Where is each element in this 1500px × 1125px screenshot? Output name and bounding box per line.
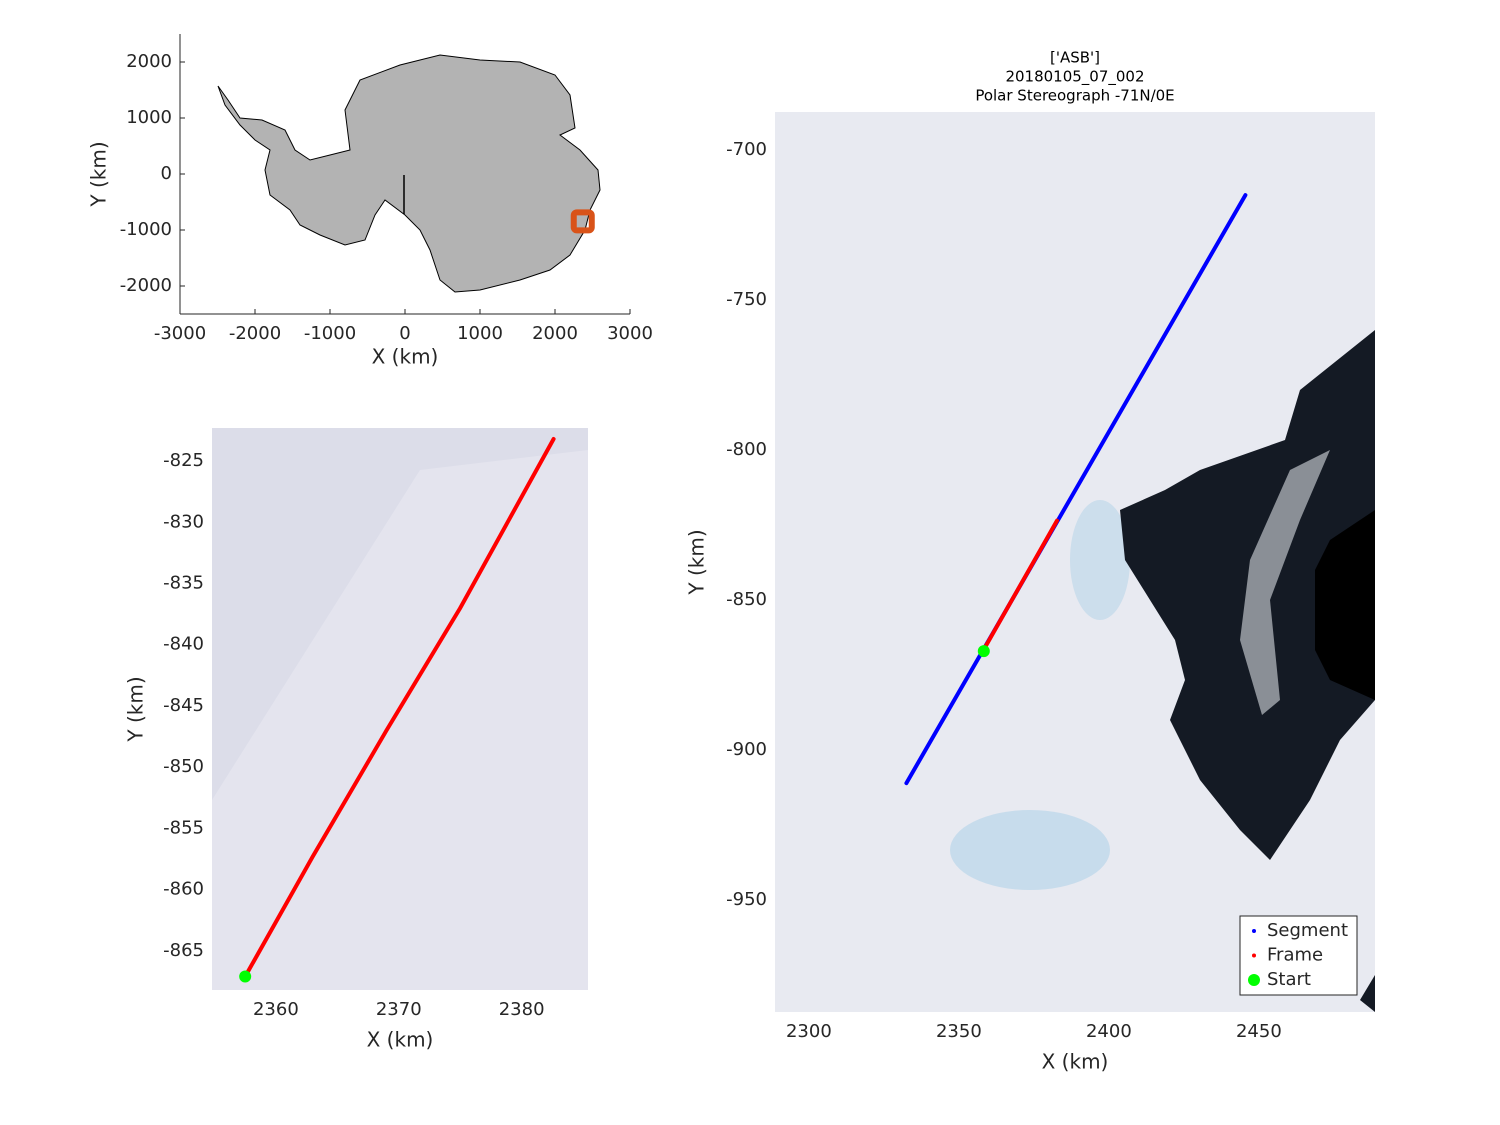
start-point bbox=[239, 970, 252, 983]
legend-symbol bbox=[1252, 929, 1256, 933]
x-axis-label: X (km) bbox=[372, 345, 439, 369]
x-tick-label: 2450 bbox=[1236, 1021, 1282, 1042]
y-tick-label: -950 bbox=[726, 889, 767, 910]
x-tick-label: -2000 bbox=[229, 323, 281, 344]
y-tick-label: -860 bbox=[163, 879, 204, 900]
y-tick-label: -850 bbox=[163, 756, 204, 777]
y-tick-label: -2000 bbox=[120, 275, 172, 296]
y-tick-label: -830 bbox=[163, 511, 204, 532]
y-tick-label: 1000 bbox=[126, 107, 172, 128]
y-tick-label: 2000 bbox=[126, 51, 172, 72]
open-water bbox=[1360, 975, 1375, 1012]
track-line bbox=[904, 193, 1248, 786]
y-tick-label: -840 bbox=[163, 634, 204, 655]
x-tick-label: 2360 bbox=[253, 999, 299, 1020]
x-tick-label: 2000 bbox=[532, 323, 578, 344]
image-texture bbox=[212, 450, 588, 990]
x-tick-label: -3000 bbox=[154, 323, 206, 344]
y-tick-label: -800 bbox=[726, 439, 767, 460]
y-axis-label: Y (km) bbox=[87, 141, 111, 207]
melt-pond bbox=[950, 810, 1110, 890]
x-tick-label: 2300 bbox=[786, 1021, 832, 1042]
y-tick-label: -850 bbox=[726, 589, 767, 610]
legend-symbol bbox=[1252, 953, 1256, 958]
legend-label: Segment bbox=[1267, 920, 1348, 941]
chart-title: Polar Stereograph -71N/0E bbox=[975, 87, 1174, 105]
sea-ice bbox=[1240, 450, 1330, 715]
x-tick-label: 2400 bbox=[1086, 1021, 1132, 1042]
y-tick-label: 0 bbox=[161, 163, 172, 184]
melt-pond bbox=[1070, 500, 1130, 620]
y-tick-label: -865 bbox=[163, 940, 204, 961]
y-axis-label: Y (km) bbox=[685, 529, 709, 595]
open-water bbox=[1315, 510, 1375, 700]
x-tick-label: -1000 bbox=[304, 323, 356, 344]
track-line bbox=[980, 518, 1059, 654]
y-tick-label: -835 bbox=[163, 572, 204, 593]
legend-symbol bbox=[1248, 974, 1260, 986]
track-line bbox=[243, 437, 556, 979]
x-tick-label: 2350 bbox=[936, 1021, 982, 1042]
x-axis-label: X (km) bbox=[367, 1028, 434, 1052]
legend-label: Start bbox=[1267, 969, 1311, 990]
start-point bbox=[977, 645, 990, 658]
y-tick-label: -855 bbox=[163, 817, 204, 838]
legend-label: Frame bbox=[1267, 945, 1323, 966]
x-tick-label: 3000 bbox=[607, 323, 653, 344]
chart-title: 20180105_07_002 bbox=[1005, 68, 1144, 87]
x-tick-label: 2380 bbox=[499, 999, 545, 1020]
x-tick-label: 1000 bbox=[457, 323, 503, 344]
y-tick-label: -1000 bbox=[120, 219, 172, 240]
x-tick-label: 0 bbox=[399, 323, 410, 344]
y-tick-label: -825 bbox=[163, 450, 204, 471]
y-tick-label: -900 bbox=[726, 739, 767, 760]
y-tick-label: -700 bbox=[726, 139, 767, 160]
chart-title: ['ASB'] bbox=[1050, 49, 1100, 67]
x-tick-label: 2370 bbox=[376, 999, 422, 1020]
y-tick-label: -750 bbox=[726, 289, 767, 310]
y-axis-label: Y (km) bbox=[124, 676, 148, 742]
location-marker bbox=[570, 209, 595, 234]
y-tick-label: -845 bbox=[163, 695, 204, 716]
x-axis-label: X (km) bbox=[1042, 1050, 1109, 1074]
